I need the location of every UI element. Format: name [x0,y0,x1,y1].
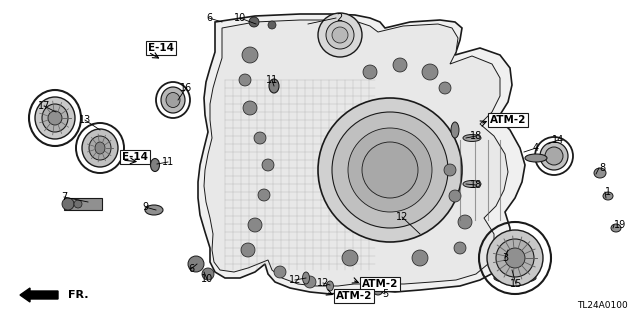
Circle shape [458,215,472,229]
Ellipse shape [269,79,279,93]
Circle shape [74,200,82,208]
Text: 16: 16 [180,83,192,93]
Ellipse shape [145,205,163,215]
Circle shape [262,159,274,171]
Text: 14: 14 [552,135,564,145]
Text: ATM-2: ATM-2 [490,115,526,125]
Ellipse shape [326,281,333,291]
Circle shape [348,128,432,212]
Circle shape [422,64,438,80]
Circle shape [393,58,407,72]
Circle shape [332,27,348,43]
Text: 9: 9 [142,202,148,212]
Text: E-14: E-14 [148,43,174,53]
FancyArrow shape [20,288,58,302]
Ellipse shape [82,129,118,167]
Text: 4: 4 [533,143,539,153]
Circle shape [318,13,362,57]
Circle shape [454,242,466,254]
Ellipse shape [373,285,383,295]
Circle shape [202,268,214,280]
Ellipse shape [540,142,568,170]
Circle shape [449,190,461,202]
Circle shape [241,243,255,257]
Circle shape [412,250,428,266]
Circle shape [332,112,448,228]
Bar [64,198,102,210]
Ellipse shape [166,93,180,108]
Ellipse shape [95,142,105,154]
Circle shape [363,65,377,79]
Ellipse shape [463,135,481,142]
Circle shape [342,250,358,266]
Ellipse shape [463,181,481,188]
Text: ATM-2: ATM-2 [336,291,372,301]
Text: 13: 13 [79,115,91,125]
Ellipse shape [545,147,563,165]
Circle shape [243,101,257,115]
Text: 12: 12 [396,212,408,222]
Ellipse shape [487,230,543,286]
Text: 15: 15 [510,279,522,289]
Ellipse shape [161,87,185,113]
Circle shape [239,74,251,86]
Text: 12: 12 [289,275,301,285]
Text: 10: 10 [234,13,246,23]
Circle shape [362,142,418,198]
Ellipse shape [451,122,459,138]
Text: 8: 8 [599,163,605,173]
Text: TL24A0100: TL24A0100 [577,301,628,310]
Circle shape [274,266,286,278]
Text: 17: 17 [38,101,50,111]
Circle shape [304,276,316,288]
Text: 12: 12 [317,278,329,288]
Ellipse shape [525,154,547,162]
Ellipse shape [48,111,62,125]
Ellipse shape [496,239,534,277]
Circle shape [62,198,74,210]
Text: ATM-2: ATM-2 [362,279,398,289]
Polygon shape [204,20,508,286]
Ellipse shape [505,248,525,268]
Ellipse shape [35,97,75,139]
Text: 6: 6 [206,13,212,23]
Text: 11: 11 [162,157,174,167]
Circle shape [444,164,456,176]
Text: FR.: FR. [68,290,88,300]
Ellipse shape [494,273,536,283]
Circle shape [188,256,204,272]
Text: 18: 18 [470,131,482,141]
Text: 18: 18 [470,180,482,190]
Text: E-14: E-14 [122,152,148,162]
Ellipse shape [303,272,310,284]
Circle shape [242,47,258,63]
Circle shape [439,82,451,94]
Circle shape [249,17,259,27]
Ellipse shape [594,168,606,178]
Text: 5: 5 [382,289,388,299]
Ellipse shape [603,192,613,200]
Circle shape [326,21,354,49]
Ellipse shape [89,136,111,160]
Circle shape [318,98,462,242]
Ellipse shape [611,224,621,232]
Circle shape [254,132,266,144]
Text: 2: 2 [336,13,342,23]
Circle shape [268,21,276,29]
Circle shape [258,189,270,201]
Polygon shape [198,14,525,294]
Text: 11: 11 [266,75,278,85]
Text: 19: 19 [614,220,627,230]
Text: 1: 1 [605,187,611,197]
Text: 6: 6 [188,264,194,274]
Text: 7: 7 [61,192,67,202]
Ellipse shape [150,159,159,172]
Circle shape [248,218,262,232]
Text: 3: 3 [502,253,508,263]
Ellipse shape [42,104,68,132]
Text: 10: 10 [201,274,213,284]
